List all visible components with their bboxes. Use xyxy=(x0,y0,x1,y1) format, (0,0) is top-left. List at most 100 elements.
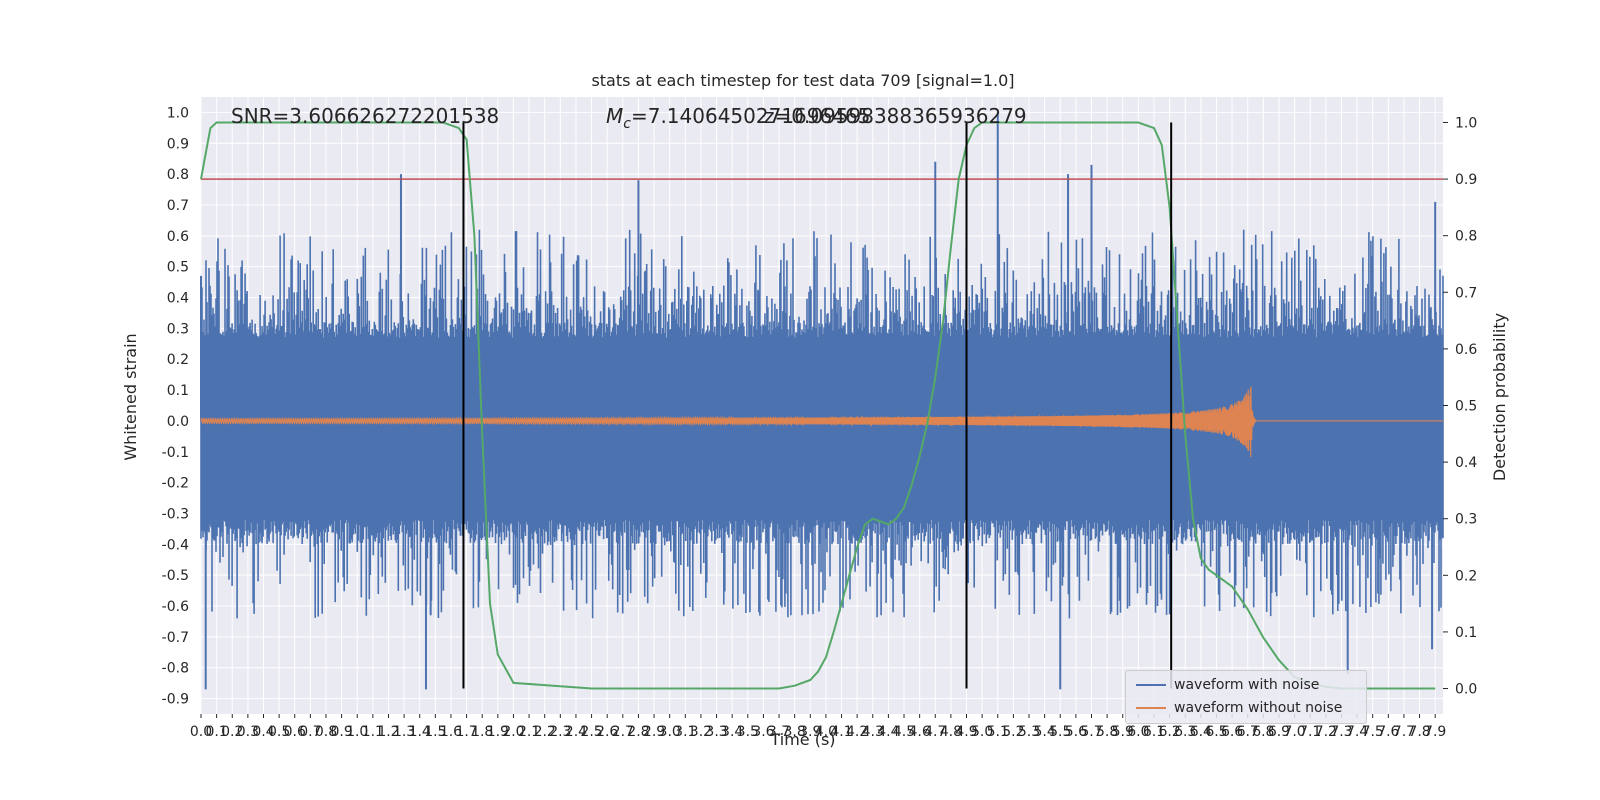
x-tick-label: 2.0 xyxy=(502,724,524,740)
x-tick-label: 0.3 xyxy=(237,724,259,740)
probability-trace xyxy=(200,121,1436,690)
x-tick-label: 5.6 xyxy=(1065,724,1087,740)
x-tick-label: 0.6 xyxy=(284,724,306,740)
x-tick-label: 6.0 xyxy=(1127,724,1149,740)
x-tick-label: 5.1 xyxy=(987,724,1009,740)
y-tick-label-left: 0.1 xyxy=(167,383,189,399)
x-tick-label: 5.9 xyxy=(1112,724,1134,740)
y-tick-label-left: -0.2 xyxy=(162,476,189,492)
y-tick-label-right: 0.3 xyxy=(1455,512,1477,528)
y-tick-label-left: -0.4 xyxy=(162,537,189,553)
x-tick-label: 1.7 xyxy=(455,724,477,740)
x-tick-label: 1.4 xyxy=(409,724,431,740)
x-tick-label: 4.8 xyxy=(940,724,962,740)
y-tick-label-left: 0.9 xyxy=(167,136,189,152)
x-tick-label: 3.1 xyxy=(674,724,696,740)
x-tick-label: 7.6 xyxy=(1377,724,1399,740)
y-tick-label-right: 0.6 xyxy=(1455,342,1477,358)
y-tick-label-left: 0.4 xyxy=(167,291,189,307)
x-tick-label: 3.6 xyxy=(752,724,774,740)
x-tick-label: 5.7 xyxy=(1080,724,1102,740)
x-tick-label: 1.0 xyxy=(346,724,368,740)
mc-subscript: c xyxy=(623,116,631,132)
y-tick-label-right: 0.2 xyxy=(1455,568,1477,584)
x-tick-label: 4.1 xyxy=(830,724,852,740)
y-tick-label-left: 0.0 xyxy=(167,414,189,430)
legend-swatch-noise xyxy=(1136,684,1166,686)
x-tick-label: 5.4 xyxy=(1033,724,1055,740)
x-tick-label: 5.3 xyxy=(1018,724,1040,740)
x-tick-label: 5.8 xyxy=(1096,724,1118,740)
y-tick-label-left: -0.9 xyxy=(162,692,189,708)
x-tick-label: 7.0 xyxy=(1283,724,1305,740)
y-tick-label-left: -0.8 xyxy=(162,661,189,677)
x-tick-label: 4.5 xyxy=(893,724,915,740)
x-tick-label: 1.5 xyxy=(424,724,446,740)
x-tick-label: 2.2 xyxy=(534,724,556,740)
mc-symbol: M xyxy=(606,104,623,128)
x-tick-label: 2.3 xyxy=(549,724,571,740)
y-tick-label-left: 0.2 xyxy=(167,352,189,368)
z-annotation: z=0.09598388365936279 xyxy=(764,104,1027,128)
x-tick-label: 1.3 xyxy=(393,724,415,740)
x-tick-label: 6.6 xyxy=(1221,724,1243,740)
x-tick-label: 6.5 xyxy=(1205,724,1227,740)
x-tick-label: 1.9 xyxy=(487,724,509,740)
x-tick-label: 2.7 xyxy=(612,724,634,740)
x-tick-label: 6.3 xyxy=(1174,724,1196,740)
x-tick-label: 4.3 xyxy=(862,724,884,740)
x-tick-label: 7.1 xyxy=(1299,724,1321,740)
x-tick-label: 1.6 xyxy=(440,724,462,740)
y-tick-label-left: -0.7 xyxy=(162,630,189,646)
legend-item-clean: waveform without noise xyxy=(1136,700,1342,720)
y-tick-label-left: -0.5 xyxy=(162,568,189,584)
y-axis-label-left: Whitened strain xyxy=(121,333,140,460)
x-tick-label: 7.8 xyxy=(1408,724,1430,740)
series-waveform-without-noise xyxy=(200,386,1443,457)
x-tick-label: 2.6 xyxy=(596,724,618,740)
y-tick-label-right: 0.9 xyxy=(1455,172,1477,188)
x-tick-label: 4.0 xyxy=(815,724,837,740)
x-tick-label: 6.2 xyxy=(1158,724,1180,740)
y-tick-label-right: 0.4 xyxy=(1455,455,1477,471)
x-tick-label: 4.9 xyxy=(955,724,977,740)
x-tick-label: 0.4 xyxy=(252,724,274,740)
x-tick-label: 0.1 xyxy=(205,724,227,740)
x-tick-label: 1.1 xyxy=(362,724,384,740)
x-tick-label: 6.9 xyxy=(1268,724,1290,740)
noise-core xyxy=(201,340,1443,514)
x-tick-label: 3.8 xyxy=(784,724,806,740)
y-axis-label-right: Detection probability xyxy=(1490,313,1509,481)
x-tick-label: 7.2 xyxy=(1315,724,1337,740)
y-tick-label-right: 0.5 xyxy=(1455,399,1477,415)
x-tick-label: 2.8 xyxy=(627,724,649,740)
snr-annotation: SNR=3.606626272201538 xyxy=(231,104,499,128)
x-tick-label: 2.9 xyxy=(643,724,665,740)
y-tick-label-left: 1.0 xyxy=(167,105,189,121)
x-tick-label: 3.9 xyxy=(799,724,821,740)
series-waveform-with-noise xyxy=(200,112,1444,690)
x-tick-label: 0.0 xyxy=(190,724,212,740)
y-tick-label-left: 0.5 xyxy=(167,260,189,276)
x-tick-label: 6.1 xyxy=(1143,724,1165,740)
y-tick-label-right: 1.0 xyxy=(1455,115,1477,131)
x-tick-label: 6.7 xyxy=(1237,724,1259,740)
x-tick-label: 0.5 xyxy=(268,724,290,740)
x-tick-label: 7.9 xyxy=(1424,724,1446,740)
legend-swatch-clean xyxy=(1136,707,1166,709)
y-tick-label-right: 0.0 xyxy=(1455,682,1477,698)
x-tick-label: 4.2 xyxy=(846,724,868,740)
x-tick-label: 4.4 xyxy=(877,724,899,740)
y-tick-labels-left: -0.9 -0.8 -0.7 -0.6 -0.5 -0.4 -0.3 -0.2 -0.1 0.0 0… xyxy=(162,105,189,707)
x-tick-label: 0.7 xyxy=(299,724,321,740)
x-tick-label: 7.7 xyxy=(1393,724,1415,740)
y-tick-label-right: 0.1 xyxy=(1455,625,1477,641)
x-tick-label: 7.3 xyxy=(1330,724,1352,740)
y-tick-label-right: 0.8 xyxy=(1455,229,1477,245)
x-tick-label: 3.4 xyxy=(721,724,743,740)
y-tick-label-left: 0.3 xyxy=(167,321,189,337)
x-tick-label: 1.8 xyxy=(471,724,493,740)
x-axis-label: Time (s) xyxy=(769,730,835,749)
x-tick-label: 4.7 xyxy=(924,724,946,740)
y-tick-labels-right: 0.0 0.1 0.2 0.3 0.4 0.5 0.6 0.7 0.8 0.9 1.0 xyxy=(1443,115,1477,698)
